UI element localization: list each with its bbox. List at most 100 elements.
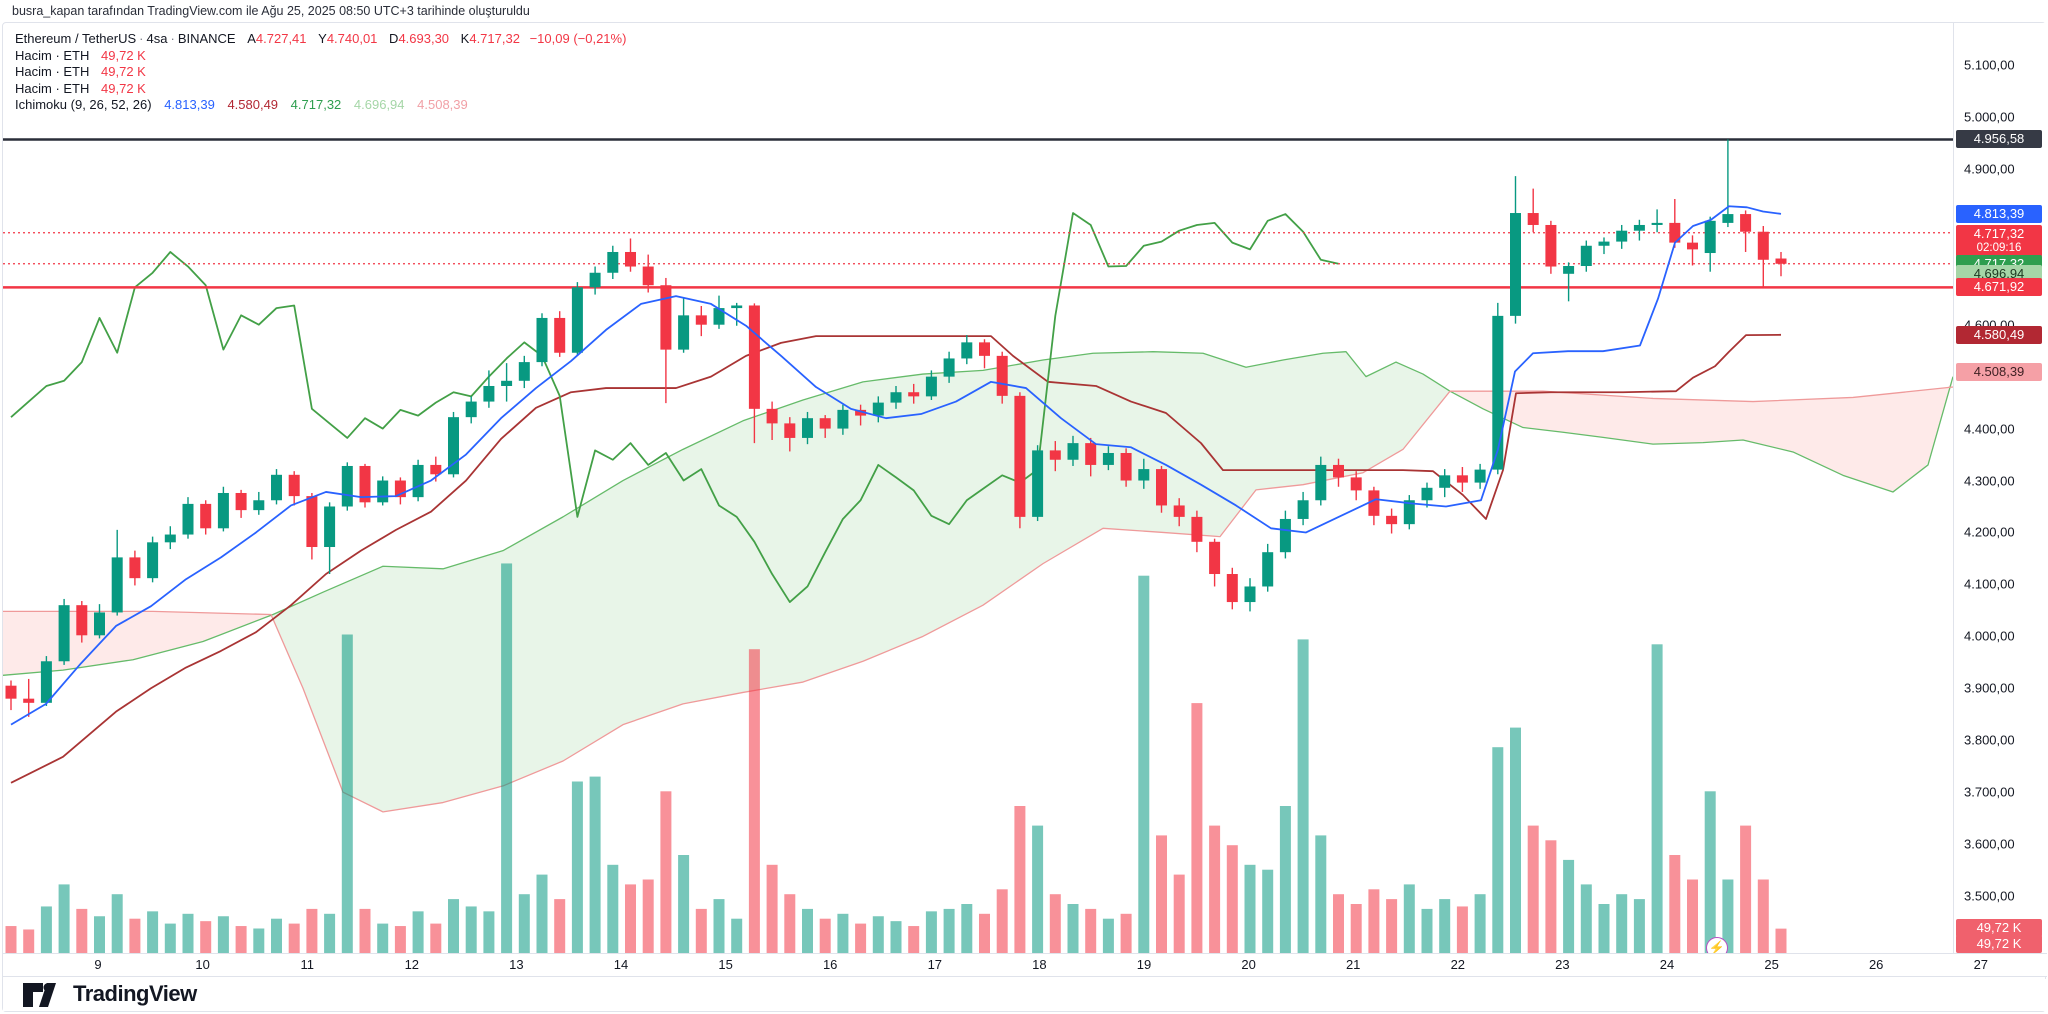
price-badge[interactable]: 4.813,39 (1956, 204, 2042, 223)
volume-bar[interactable] (58, 884, 70, 953)
volume-bar[interactable] (235, 926, 247, 953)
candle[interactable]: Ağu 19 12:00 (1156, 465, 1167, 513)
candle[interactable]: Ağu 14 04:00 (589, 266, 601, 295)
volume-bar[interactable] (819, 918, 831, 953)
candle[interactable]: Ağu 23 20:00 (1616, 224, 1628, 249)
candle[interactable]: Ağu 22 20:00 (1510, 176, 1521, 324)
volume-bar[interactable] (483, 911, 495, 953)
volume-bar[interactable] (1704, 791, 1716, 953)
candle[interactable]: Ağu 9 00:00 (40, 656, 52, 706)
candle[interactable]: Ağu 24 16:00 (1704, 216, 1716, 272)
chart-canvas[interactable]: Ağu 8 16:00 Ağu 8 20:00 Ağu 9 00:00 Ağu 9 0… (3, 23, 1953, 953)
candle[interactable]: Ağu 13 12:00 (518, 355, 530, 389)
candle[interactable]: Ağu 12 08:00 (394, 477, 406, 505)
candle[interactable]: Ağu 17 20:00 (979, 339, 990, 369)
candle[interactable]: Ağu 13 20:00 (554, 311, 566, 357)
volume-bar[interactable] (1775, 928, 1787, 953)
candle[interactable]: Ağu 22 08:00 (1456, 467, 1468, 492)
volume-indicator-row[interactable]: Hacim · ETH 49,72 K (15, 48, 626, 64)
symbol-name[interactable]: Ethereum / TetherUS (15, 31, 137, 46)
volume-bar[interactable] (1403, 884, 1415, 953)
volume-bar[interactable] (129, 918, 141, 953)
volume-bar[interactable] (1085, 908, 1097, 953)
volume-bar[interactable] (695, 908, 707, 953)
volume-bar[interactable] (554, 899, 566, 953)
volume-bar[interactable] (200, 921, 212, 953)
volume-bar[interactable] (147, 911, 159, 953)
volume-bar[interactable] (306, 908, 318, 953)
candle[interactable]: Ağu 8 16:00 (5, 680, 17, 711)
candle[interactable]: Ağu 9 04:00 (58, 598, 70, 665)
volume-indicator-row[interactable]: Hacim · ETH 49,72 K (15, 81, 626, 97)
volume-bar[interactable] (766, 864, 778, 953)
candle[interactable]: Ağu 15 12:00 (731, 302, 743, 326)
candle[interactable]: Ağu 17 12:00 (943, 351, 955, 383)
volume-bar[interactable] (1616, 894, 1628, 953)
candle[interactable]: Ağu 21 08:00 (1350, 471, 1362, 501)
candle[interactable]: Ağu 11 04:00 (271, 469, 282, 505)
candle[interactable]: Ağu 15 08:00 (713, 295, 725, 329)
volume-bar[interactable] (1173, 874, 1185, 953)
price-badge[interactable]: 4.508,39 (1956, 363, 2042, 382)
volume-bar[interactable] (996, 889, 1008, 953)
candle[interactable]: Ağu 8 20:00 (23, 678, 35, 717)
volume-bar[interactable] (837, 913, 849, 953)
volume-bar[interactable] (164, 923, 176, 953)
volume-bar[interactable] (518, 894, 530, 953)
volume-bar[interactable] (890, 921, 902, 953)
volume-bar[interactable] (1156, 835, 1167, 953)
candle[interactable]: Ağu 25 04:00 (1757, 226, 1769, 288)
volume-bar[interactable] (943, 908, 955, 953)
candle[interactable]: Ağu 18 04:00 (1014, 392, 1026, 529)
candle[interactable]: Ağu 23 00:00 (1527, 188, 1539, 233)
volume-bar[interactable] (908, 926, 920, 953)
volume-bar[interactable] (394, 926, 406, 953)
candle[interactable]: Ağu 15 04:00 (695, 306, 707, 337)
candle[interactable]: Ağu 9 16:00 (111, 529, 123, 616)
candle[interactable]: Ağu 16 00:00 (784, 417, 796, 452)
volume-bar[interactable] (253, 928, 265, 954)
volume-bar[interactable] (1032, 825, 1044, 953)
interval-label[interactable]: 4sa (146, 31, 168, 46)
candle[interactable]: Ağu 13 16:00 (536, 313, 548, 367)
candle[interactable]: Ağu 19 20:00 (1191, 510, 1203, 553)
volume-bar[interactable] (5, 926, 17, 953)
volume-bar[interactable] (288, 923, 300, 953)
volume-bar[interactable] (1102, 918, 1114, 953)
volume-bar[interactable] (607, 864, 619, 953)
volume-bar[interactable] (271, 918, 282, 953)
candle[interactable]: Ağu 19 04:00 (1120, 448, 1132, 487)
volume-bar[interactable] (536, 874, 548, 953)
volume-bar[interactable] (1598, 904, 1610, 953)
volume-bar[interactable] (1191, 703, 1203, 953)
volume-bar[interactable] (1439, 899, 1451, 953)
volume-bar[interactable] (731, 918, 743, 953)
volume-bar[interactable] (1633, 899, 1645, 953)
volume-bar[interactable] (748, 649, 760, 953)
candle[interactable]: Ağu 25 08:00 (1775, 251, 1787, 277)
exchange-label[interactable]: BINANCE (177, 31, 236, 46)
volume-bar[interactable] (430, 923, 442, 953)
volume-bar[interactable] (94, 916, 105, 953)
candle[interactable]: Ağu 14 00:00 (571, 282, 583, 356)
volume-bar[interactable] (359, 908, 371, 953)
volume-bar[interactable] (784, 894, 796, 953)
volume-bar[interactable] (571, 781, 583, 954)
candle[interactable]: Ağu 12 04:00 (377, 476, 389, 506)
volume-indicator-row[interactable]: Hacim · ETH 49,72 K (15, 64, 626, 80)
candle[interactable]: Ağu 16 16:00 (855, 404, 867, 426)
volume-bar[interactable] (324, 913, 336, 953)
volume-bar[interactable] (1740, 825, 1752, 953)
last-price-badge[interactable]: 4.717,32 02:09:16 (1956, 225, 2042, 257)
volume-bar[interactable] (1527, 825, 1539, 953)
candle[interactable]: Ağu 15 16:00 (748, 303, 760, 444)
volume-bar[interactable] (1244, 864, 1256, 953)
symbol-row[interactable]: Ethereum / TetherUS · 4sa · BINANCE A4.727,4… (15, 31, 626, 47)
candle[interactable]: Ağu 24 12:00 (1687, 235, 1698, 266)
candle[interactable]: Ağu 21 20:00 (1403, 495, 1415, 530)
candle[interactable]: Ağu 23 04:00 (1545, 220, 1557, 274)
volume-bar[interactable] (1209, 825, 1221, 953)
volume-bar[interactable] (1279, 806, 1291, 953)
volume-bar[interactable] (872, 916, 884, 953)
volume-bar[interactable] (23, 929, 35, 953)
